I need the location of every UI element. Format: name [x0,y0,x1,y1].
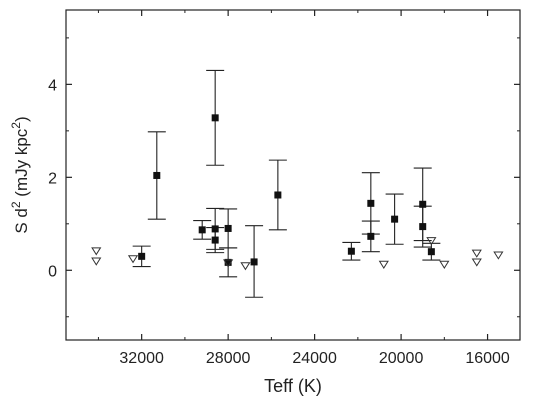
y-axis-title-part: ) [12,116,31,122]
error-bars [132,69,441,298]
y-axis-title-part: 2 [9,201,23,208]
data-point-triangle [378,260,389,269]
y-axis-title-part: (mJy kpc [12,128,31,201]
data-point-square [224,258,232,266]
x-tick-label: 16000 [465,350,510,367]
data-point-square [250,258,258,266]
data-point-square [419,200,427,208]
data-point-square [224,224,232,232]
x-tick-label: 32000 [119,350,164,367]
data-point-triangle [223,259,234,268]
data-point-square [367,232,375,240]
y-tick-label: 4 [48,77,57,94]
data-point-square [274,191,282,199]
x-tick-label: 24000 [292,350,337,367]
data-point-triangle [426,237,437,246]
data-point-triangle [127,255,139,264]
data-point-square [427,248,435,256]
data-point-square [211,225,219,233]
y-axis-title-part: 2 [9,122,23,129]
data-point-triangle [471,258,482,267]
data-point-square [138,252,146,260]
x-tick-label: 28000 [206,350,251,367]
data-point-triangle [91,247,102,256]
data-point-square [211,236,219,244]
data-point-triangle [439,260,450,269]
data-point-square [367,199,375,207]
data-point-square [391,215,399,223]
y-tick-label: 2 [48,170,57,187]
x-axis-title: Teff (K) [264,376,322,396]
data-point-triangle [240,262,251,271]
data-point-triangle [471,249,482,258]
plot-frame [65,9,521,341]
y-axis-title-part: S d [12,208,31,234]
data-point-square [419,223,427,231]
x-axis: 32000 28000 24000 20000 16000 [97,10,510,367]
y-axis: 0 2 4 [48,37,520,318]
x-tick-label: 20000 [379,350,424,367]
data-markers [91,114,504,271]
data-point-square [347,247,355,255]
data-point-square [211,114,219,122]
data-point-square [198,226,206,234]
data-point-triangle [493,251,504,260]
y-tick-label: 0 [48,263,57,280]
y-axis-title: S d2 (mJy kpc2) [9,116,31,233]
data-point-square [153,171,161,179]
data-point-triangle [91,257,102,266]
